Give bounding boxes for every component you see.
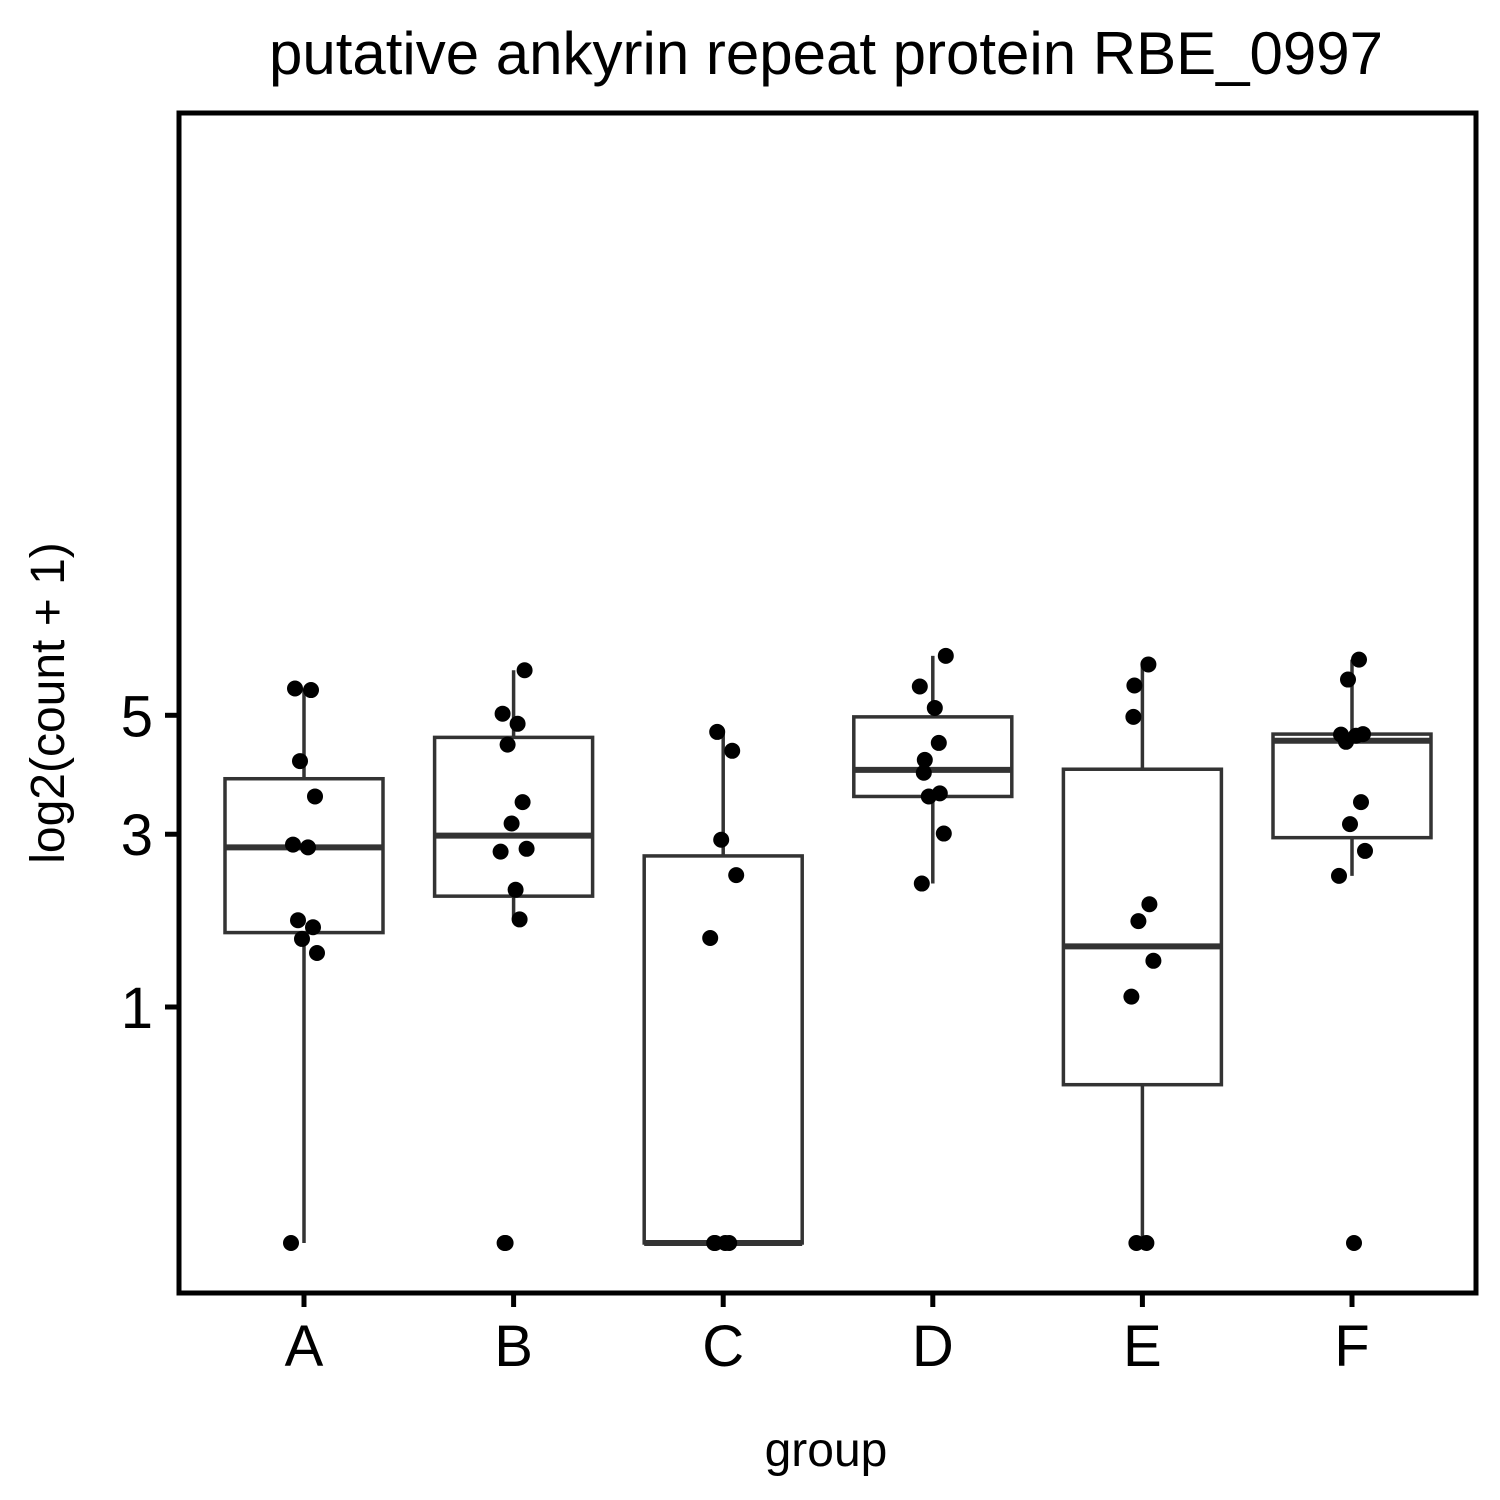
data-point [509,715,526,732]
data-point [926,699,943,716]
data-point [492,843,509,860]
box-group-e [1061,656,1224,1251]
y-tick-label-3: 3 [121,803,153,868]
data-point [721,1235,738,1251]
box-group-f [1271,651,1433,1251]
y-axis-title: log2(count + 1) [22,542,75,864]
data-point [1340,671,1356,688]
data-point [303,682,319,699]
data-point [507,881,524,898]
box-c [642,854,804,1245]
data-point [1338,733,1354,750]
data-point [494,705,511,722]
data-point [1353,794,1369,811]
data-point [1331,867,1347,884]
data-point [499,736,516,753]
box-group-c [642,723,804,1251]
box-group-a [223,680,385,1251]
data-point [916,751,933,768]
data-point [307,788,323,805]
data-point [511,911,528,928]
data-point [1346,1235,1362,1251]
data-point [300,839,316,856]
data-point [1145,952,1162,969]
x-tick-label-f: F [1334,1314,1369,1379]
data-point [1123,988,1140,1005]
data-point [702,930,719,947]
x-tick-label-b: B [494,1314,533,1379]
box-d [852,715,1014,799]
data-point [1357,842,1373,859]
data-point [283,1235,299,1251]
data-point [1128,1235,1145,1251]
data-point [724,742,741,759]
data-point [1126,677,1143,694]
y-tick-label-1: 1 [121,976,153,1041]
data-point [713,831,730,848]
x-axis-title: group [765,1424,888,1477]
data-point [503,815,520,832]
data-point [287,680,303,697]
data-point [518,840,535,857]
data-point [913,875,930,892]
data-point [937,647,954,664]
data-point [935,825,952,842]
box-group-b [432,662,595,1251]
box-group-d [852,647,1014,892]
data-point [706,1235,723,1251]
x-tick-label-d: D [912,1314,954,1379]
data-point [305,919,321,936]
data-point [290,912,306,929]
data-point [292,753,308,770]
x-axis: A B C D E F [285,1293,1370,1379]
y-axis: 1 3 5 [121,684,179,1041]
data-point [1125,708,1142,725]
data-point [930,734,947,751]
data-point [516,662,533,679]
data-point [1342,816,1358,833]
chart-title: putative ankyrin repeat protein RBE_0997 [269,20,1383,87]
data-point [728,867,745,884]
data-point [911,678,928,695]
data-point [1130,913,1147,930]
data-point [496,1235,513,1251]
data-point [1140,656,1157,673]
data-point [294,930,310,947]
x-tick-label-e: E [1123,1314,1162,1379]
x-tick-label-a: A [285,1314,324,1379]
panel-border [176,110,1479,1296]
data-point [1351,651,1367,668]
data-point [514,794,531,811]
box-a [223,776,385,935]
x-tick-label-c: C [702,1314,744,1379]
data-point [915,764,932,781]
data-point [920,788,937,805]
data-point [285,836,301,853]
data-point [709,723,726,740]
data-point [1141,896,1158,913]
y-tick-label-5: 5 [121,684,153,749]
plot-panel [223,647,1433,1251]
data-point [309,944,325,961]
